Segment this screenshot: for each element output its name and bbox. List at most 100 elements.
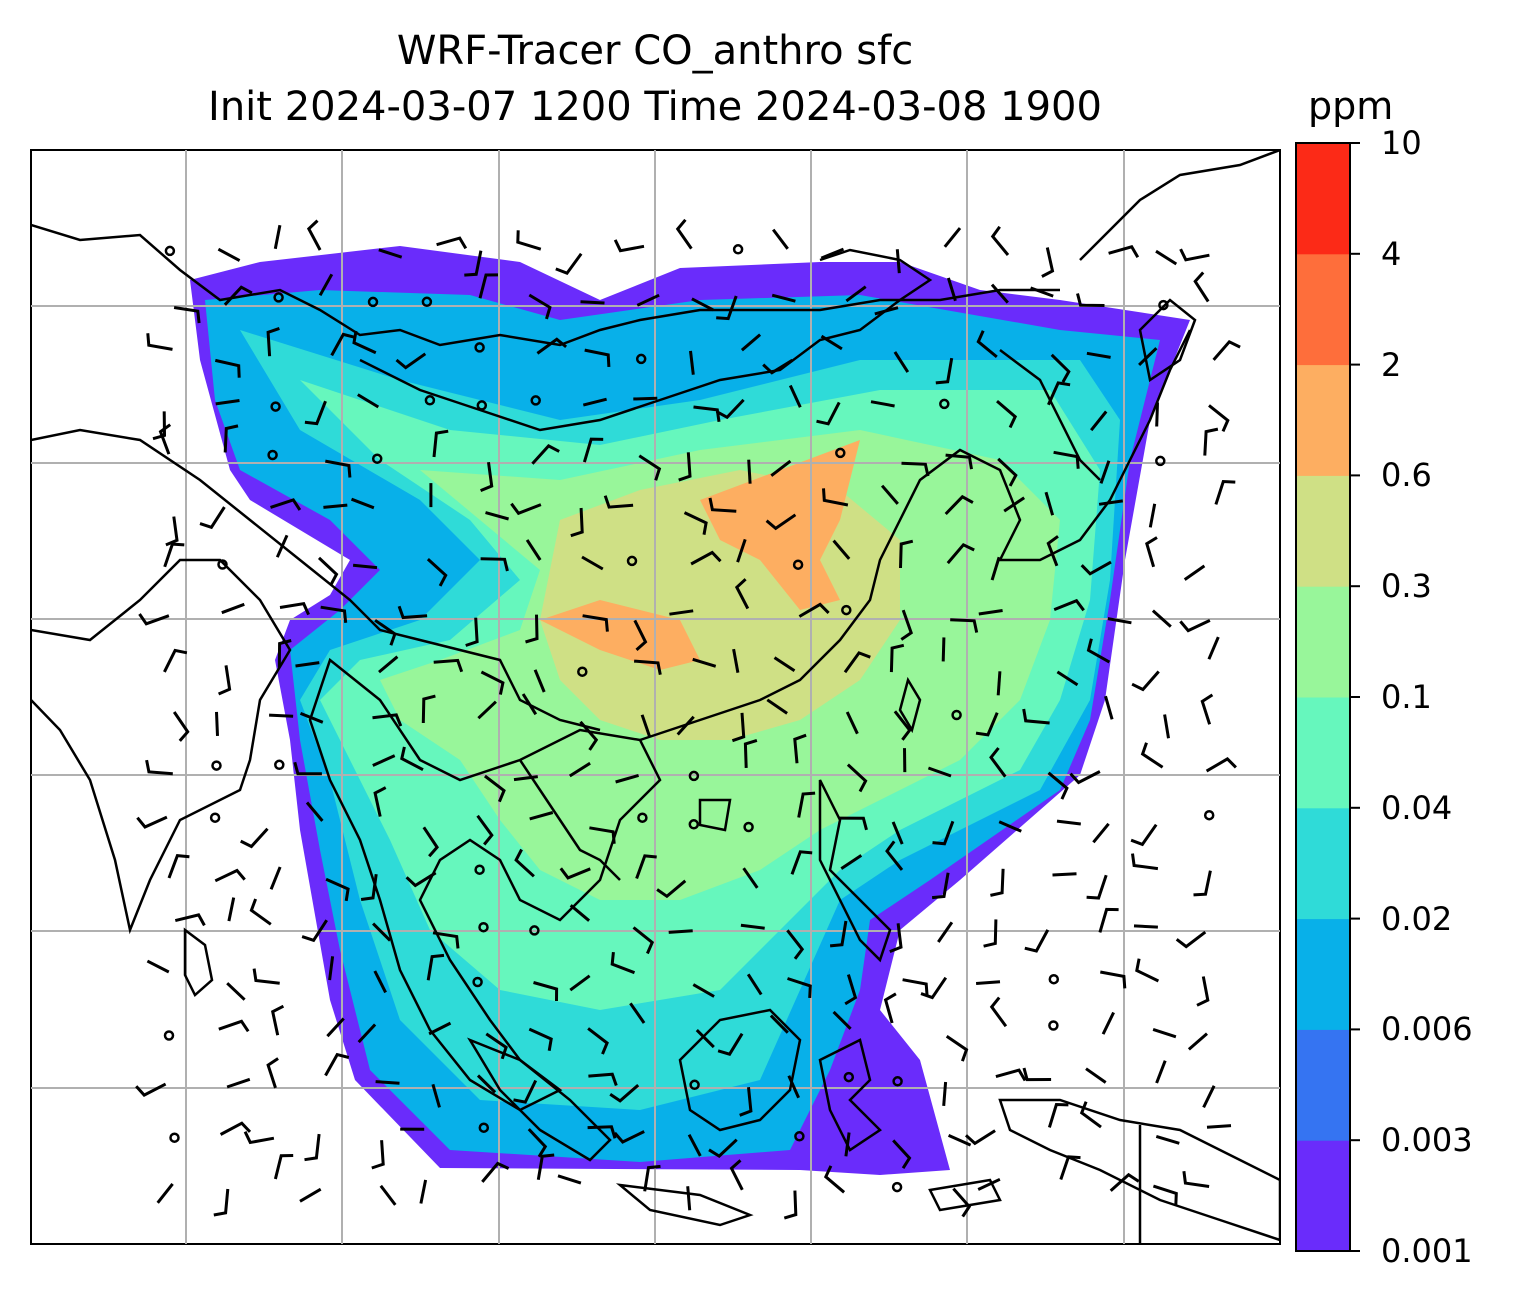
wind-barb (372, 754, 396, 767)
coastline-indochina (308, 657, 662, 1112)
wind-barb (1053, 450, 1080, 469)
colorbar (1295, 142, 1360, 1252)
calm-circle (841, 604, 852, 616)
wind-barb (397, 605, 428, 620)
calm-circle (273, 292, 284, 303)
wind-barb (527, 1128, 548, 1158)
wind-barb (945, 453, 973, 470)
wind-barb (615, 773, 640, 784)
wind-barb (990, 868, 1005, 897)
wind-barb (952, 1187, 972, 1218)
wind-barb (1022, 708, 1050, 725)
calm-circle (211, 760, 222, 771)
border-north (31, 223, 1060, 347)
coastline-china (639, 329, 1192, 742)
wind-barb (1047, 771, 1069, 800)
wind-barb (299, 712, 324, 724)
wind-barb (320, 605, 348, 623)
wind-barb (891, 821, 904, 845)
wind-barb (480, 557, 509, 572)
wind-barb (668, 929, 693, 934)
wind-barb (1076, 293, 1105, 307)
wind-barb (629, 1002, 646, 1024)
wind-barb (373, 786, 387, 817)
wind-barb (1152, 1027, 1177, 1039)
calm-circle (689, 1079, 700, 1091)
wind-barb (889, 643, 905, 673)
wind-barb (240, 827, 269, 849)
colorbar-tick-label: 2 (1381, 345, 1402, 384)
colorbar-tick-label: 0.006 (1381, 1010, 1473, 1049)
coastline-philippines (818, 779, 892, 963)
calm-circle (794, 1131, 805, 1142)
wind-barb (931, 872, 950, 900)
wind-barb (943, 227, 962, 248)
wind-barb (1053, 598, 1085, 612)
calm-circle (478, 921, 489, 933)
wind-barb (771, 293, 796, 303)
chart-subtitle: Init 2024-03-07 1200 Time 2024-03-08 190… (208, 84, 1102, 130)
wind-barb (820, 247, 845, 260)
wind-barb (1109, 1172, 1140, 1192)
wind-barb (1135, 958, 1160, 983)
wind-barb (559, 867, 591, 880)
wind-barb (769, 1014, 789, 1034)
wind-barb (374, 619, 397, 646)
wind-barb (214, 868, 246, 883)
wind-barb (266, 326, 280, 357)
wind-barb (405, 871, 437, 888)
wind-barb (432, 931, 460, 949)
calm-circle (743, 821, 754, 833)
wind-barb (582, 614, 609, 632)
wind-barb (989, 747, 1007, 778)
wind-barb (426, 557, 448, 587)
calm-circle (688, 770, 700, 782)
wind-barb (152, 411, 167, 441)
wind-barb (173, 306, 201, 324)
wind-barb (946, 542, 975, 565)
wind-barb (226, 982, 246, 1001)
wind-barb (1193, 870, 1212, 897)
colorbar-unit-label: ppm (1308, 84, 1394, 128)
wind-barb (1101, 1011, 1115, 1035)
wind-barb (478, 273, 499, 299)
colorbar-tick-label: 0.6 (1381, 456, 1432, 495)
wind-barb (1155, 1134, 1180, 1145)
wind-barb (975, 712, 999, 737)
wind-barb (579, 720, 599, 751)
calm-circle (577, 666, 588, 677)
wind-barb (1003, 496, 1026, 513)
wind-barb (1131, 853, 1159, 871)
wind-barb (323, 503, 348, 509)
wind-barb (165, 516, 179, 547)
wind-barb (480, 670, 505, 695)
wind-barb (570, 507, 584, 538)
wind-barb (266, 1057, 279, 1089)
wind-barb (431, 1083, 441, 1108)
wind-barb (1202, 1085, 1216, 1109)
wind-barb (1030, 286, 1054, 298)
wind-barb (990, 283, 1009, 304)
wind-barb (525, 539, 542, 561)
wind-barb (1205, 757, 1237, 773)
wind-barb (765, 513, 797, 531)
wind-barb (218, 1019, 250, 1033)
wind-barb (217, 247, 241, 262)
wind-barb (528, 1027, 553, 1052)
wind-barb (531, 444, 560, 465)
wind-barb (1155, 249, 1178, 266)
wind-barb (902, 978, 929, 997)
wind-barb (843, 651, 871, 674)
wind-barb (1130, 823, 1158, 847)
wind-barb (270, 1004, 285, 1036)
wind-barb (899, 539, 914, 569)
wind-barb (485, 511, 510, 521)
wind-barb (839, 816, 868, 831)
colorbar-swatch (1296, 253, 1350, 366)
wind-barb (1148, 503, 1157, 528)
wind-barb (690, 550, 722, 566)
wind-barb (465, 617, 479, 647)
wind-barb (146, 333, 173, 351)
wind-barb (632, 926, 655, 955)
